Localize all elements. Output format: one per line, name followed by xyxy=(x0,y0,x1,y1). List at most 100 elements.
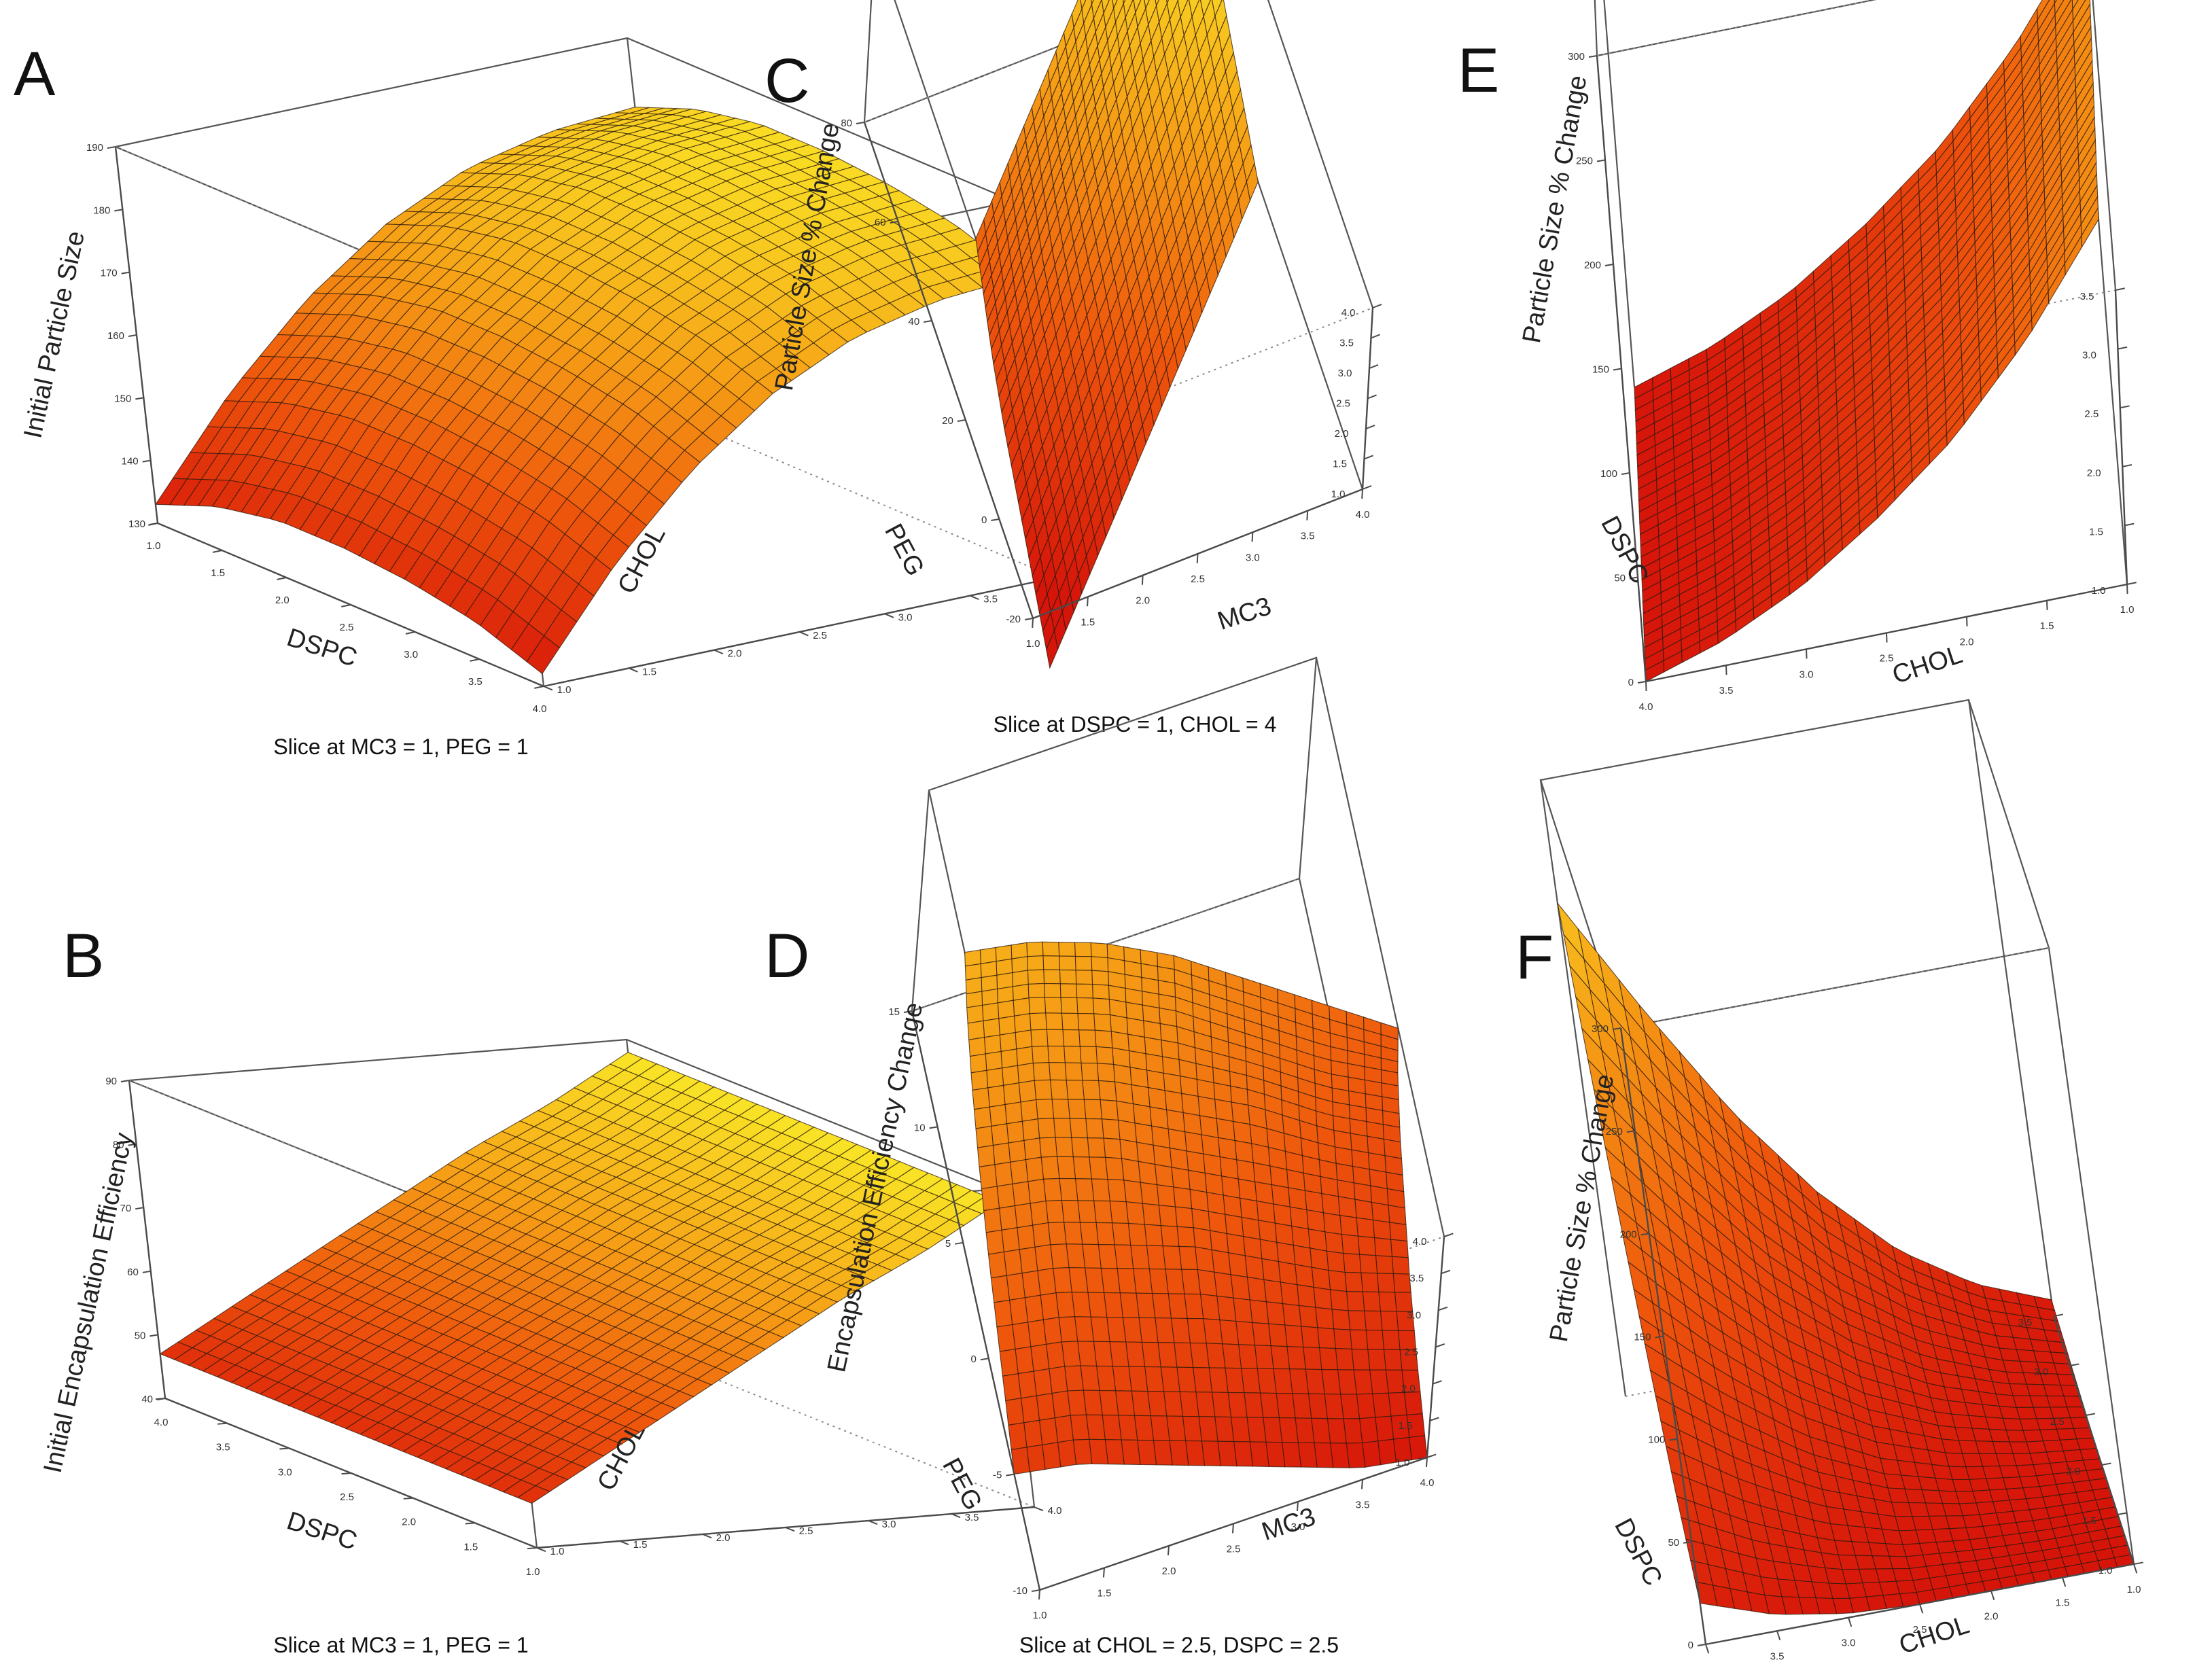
surface-facet xyxy=(1168,1128,1187,1152)
x-axis-title: MC3 xyxy=(1259,1502,1319,1546)
surface-facet xyxy=(1077,1012,1095,1031)
x-tick-label: 2.0 xyxy=(1162,1566,1176,1577)
x-tick-mark xyxy=(277,577,287,580)
surface-facet xyxy=(1186,1150,1206,1174)
z-axis-line xyxy=(128,1080,166,1399)
x-tick-mark xyxy=(1167,1545,1170,1556)
y-tick-mark xyxy=(619,1540,629,1546)
x-tick-label: 1.5 xyxy=(1081,616,1095,628)
z-axis-title: Initial Particle Size xyxy=(18,228,90,440)
surface-facet xyxy=(979,1164,998,1190)
surface-facet xyxy=(977,1144,996,1168)
surface-facet xyxy=(1079,1046,1098,1064)
surface-facet xyxy=(1059,969,1077,985)
y-tick-label: 4.0 xyxy=(1341,307,1356,319)
surface-facet xyxy=(1208,1211,1227,1235)
surface-facet xyxy=(1230,1274,1250,1301)
surface-facet xyxy=(1100,1099,1119,1121)
surface-facet xyxy=(1147,1086,1168,1110)
y-tick-label: 1.5 xyxy=(1333,459,1347,470)
surface-facet xyxy=(1091,983,1110,1000)
y-tick-mark xyxy=(1365,424,1375,429)
y-tick-label: 1.5 xyxy=(1399,1420,1413,1432)
surface-facet xyxy=(1068,1267,1089,1293)
surface-facet xyxy=(1064,1365,1084,1392)
y-tick-mark xyxy=(1362,484,1372,490)
x-tick-mark xyxy=(2046,600,2048,610)
y-tick-mark xyxy=(1433,1380,1442,1385)
surface-facet xyxy=(1182,1415,1202,1442)
surface-facet xyxy=(991,1123,1009,1146)
y-tick-mark xyxy=(1429,1417,1439,1421)
surface-facet xyxy=(1091,970,1109,986)
surface-facet xyxy=(1356,1393,1376,1419)
z-tick-label: 50 xyxy=(135,1330,146,1341)
surface-facet xyxy=(1378,1291,1397,1312)
x-tick-label: 4.0 xyxy=(1356,509,1370,520)
surface-facet xyxy=(1060,997,1078,1014)
response-surface xyxy=(1634,0,2099,682)
x-tick-label: 3.5 xyxy=(1719,685,1734,696)
y-tick-mark xyxy=(1441,1269,1451,1275)
surface-facet xyxy=(1310,1248,1329,1271)
x-tick-label: 2.5 xyxy=(340,622,354,633)
surface-facet xyxy=(1029,1012,1047,1031)
surface-facet xyxy=(1164,1090,1184,1114)
surface-facet xyxy=(1117,1268,1137,1294)
surface-facet xyxy=(1015,1029,1033,1050)
y-tick-mark xyxy=(2124,523,2135,527)
surface-facet xyxy=(1074,1316,1095,1342)
surface-facet xyxy=(1230,1416,1250,1443)
surface-facet xyxy=(1087,1137,1106,1158)
x-tick-label: 3.0 xyxy=(1800,669,1814,680)
z-tick-mark xyxy=(1596,159,1606,162)
surface-facet xyxy=(1346,1291,1365,1311)
y-tick-label: 3.5 xyxy=(1339,338,1354,349)
surface-facet xyxy=(1064,1062,1083,1081)
surface-facet xyxy=(1289,1206,1309,1230)
surface-facet xyxy=(1004,1101,1023,1125)
axes: 130 140 150 160 170 180 190 1.0 1.5 2.0 2.5 3.0 3.5 4… xyxy=(86,142,1083,715)
y-axis-title: DSPC xyxy=(1609,1514,1668,1591)
y-tick-label: 2.5 xyxy=(813,630,827,641)
z-tick-label: 300 xyxy=(1568,51,1585,63)
z-tick-label: 0 xyxy=(1628,677,1634,688)
z-tick-mark xyxy=(856,122,865,124)
z-tick-mark xyxy=(957,419,966,422)
surface-facet xyxy=(1174,1206,1194,1228)
surface-facet xyxy=(1130,1244,1150,1270)
surface-facet xyxy=(1131,1390,1151,1417)
z-tick-mark xyxy=(121,271,130,275)
surface-facet xyxy=(1329,1443,1350,1468)
surface-facet xyxy=(989,1103,1008,1127)
surface-facet xyxy=(1168,1293,1188,1319)
y-tick-label: 3.0 xyxy=(1407,1309,1421,1321)
x-tick-label: 3.0 xyxy=(278,1466,292,1478)
surface-facet xyxy=(1104,1156,1125,1181)
y-axis-line xyxy=(2114,289,2128,585)
y-tick-mark xyxy=(2118,346,2128,350)
surface-facet xyxy=(1224,1214,1244,1237)
z-tick-mark xyxy=(924,320,932,323)
y-tick-label: 1.5 xyxy=(2082,1515,2096,1527)
axes: -10 -5 0 5 10 15 1.0 1.5 2.0 2.5 3.0 3.5 4.0 1.0 1.5 2.… xyxy=(888,1006,1454,1621)
surface-facet xyxy=(999,1031,1017,1053)
surface-facet xyxy=(1403,1391,1423,1415)
surface-facet xyxy=(1119,1292,1140,1318)
x-tick-mark xyxy=(2126,584,2128,595)
x-tick-label: 1.5 xyxy=(2040,620,2054,632)
surface-facet xyxy=(1076,997,1095,1014)
surface-facet xyxy=(1076,983,1093,999)
x-tick-mark xyxy=(1251,532,1254,542)
surface-facet xyxy=(990,1275,1011,1303)
surface-facet xyxy=(1058,942,1076,957)
surface-facet xyxy=(1235,1320,1256,1346)
surface-facet xyxy=(1083,1390,1103,1416)
surface-facet xyxy=(1301,1326,1320,1349)
x-tick-mark xyxy=(1087,597,1089,607)
surface-facet xyxy=(1042,1178,1062,1202)
z-tick-label: 0 xyxy=(981,514,987,526)
surface-facet xyxy=(1013,997,1030,1016)
surface-facet xyxy=(1106,1316,1127,1343)
surface-facet xyxy=(1358,1254,1378,1274)
